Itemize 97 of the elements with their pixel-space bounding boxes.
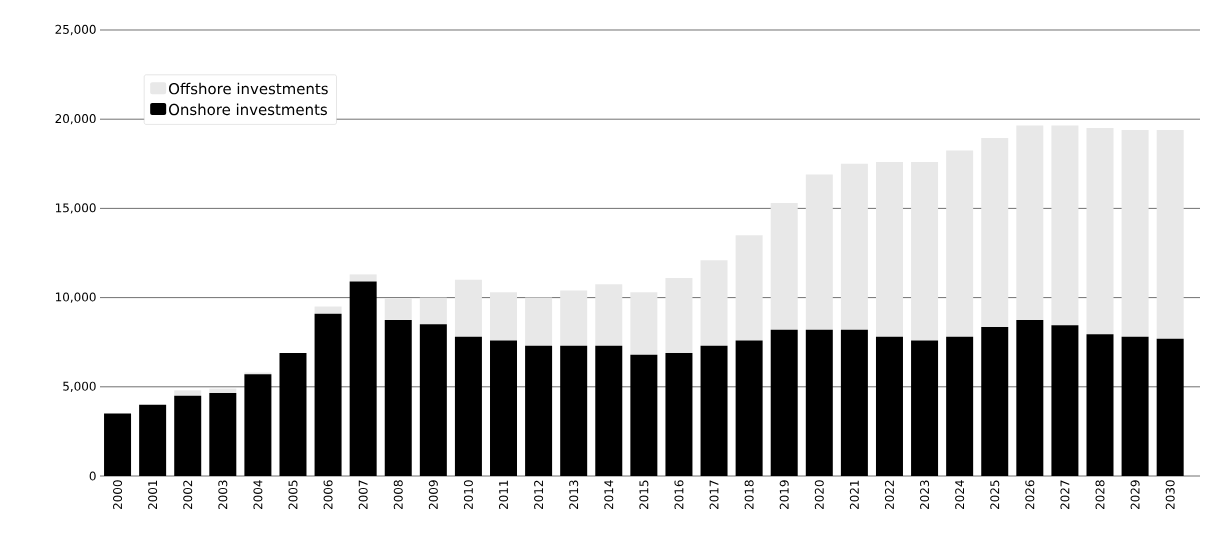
bar [174, 390, 202, 396]
bar [1086, 334, 1114, 476]
y-tick-label: 5,000 [63, 381, 96, 392]
x-tick-label: 2017 [709, 480, 719, 510]
bar [490, 340, 518, 476]
bar [209, 393, 237, 476]
x-tick-label: 2027 [1060, 480, 1070, 510]
bar [1086, 128, 1114, 335]
bar [209, 388, 237, 394]
bar [104, 413, 132, 476]
legend-label: Onshore investments [169, 103, 327, 116]
bar [384, 298, 412, 320]
bar [911, 162, 939, 341]
bar [595, 284, 623, 346]
x-tick-label: 2001 [148, 480, 158, 510]
bar [946, 336, 974, 476]
legend-label: Offshore investments [169, 82, 328, 95]
bar [560, 345, 588, 476]
bar [875, 162, 903, 337]
bar [419, 324, 447, 476]
bar [735, 340, 763, 476]
y-tick-label: 10,000 [55, 292, 96, 303]
x-tick-label: 2019 [779, 480, 789, 510]
bar [630, 292, 658, 355]
bar [174, 395, 202, 476]
bar [1156, 338, 1184, 476]
bar [525, 297, 553, 346]
x-tick-label: 2023 [920, 480, 930, 510]
bar [911, 340, 939, 476]
bar [630, 354, 658, 476]
bar [525, 345, 553, 476]
y-tick-label: 25,000 [55, 24, 96, 36]
x-tick-label: 2003 [218, 480, 228, 510]
x-tick-label: 2006 [323, 480, 333, 510]
bar [665, 277, 693, 353]
bar [419, 297, 447, 325]
bar [840, 163, 868, 330]
bar [946, 150, 974, 337]
bar [1121, 129, 1149, 337]
x-tick-label: 2008 [393, 480, 403, 510]
x-tick-label: 2000 [113, 480, 123, 510]
bar [244, 374, 272, 476]
x-tick-label: 2026 [1025, 480, 1035, 510]
bar [665, 352, 693, 476]
x-tick-label: 2022 [884, 480, 894, 510]
bar [560, 290, 588, 346]
bar [454, 336, 482, 476]
bar [314, 306, 342, 314]
bar [875, 336, 903, 476]
x-tick-label: 2009 [428, 480, 438, 510]
bar [384, 319, 412, 476]
x-tick-label: 2028 [1095, 480, 1105, 510]
x-tick-label: 2030 [1165, 480, 1175, 510]
bar [1051, 325, 1079, 476]
bar [700, 260, 728, 346]
bar [1016, 319, 1044, 476]
bar [314, 313, 342, 476]
x-tick-label: 2018 [744, 480, 754, 510]
bar [981, 137, 1009, 328]
bar [981, 327, 1009, 476]
bar [1051, 125, 1079, 326]
bar [490, 292, 518, 341]
bar [349, 281, 377, 476]
x-tick-label: 2020 [814, 480, 824, 510]
x-tick-label: 2007 [358, 480, 368, 510]
bar [770, 329, 798, 476]
bar [279, 352, 307, 476]
x-tick-label: 2025 [990, 480, 1000, 510]
bar [1016, 125, 1044, 320]
x-tick-label: 2015 [639, 480, 649, 510]
bar [840, 329, 868, 476]
x-tick-label: 2010 [463, 480, 473, 510]
x-tick-label: 2002 [183, 480, 193, 510]
bar [1121, 336, 1149, 476]
bar [700, 345, 728, 476]
bar [735, 235, 763, 341]
y-tick-label: 0 [89, 471, 96, 481]
bar [805, 329, 833, 476]
x-tick-label: 2014 [604, 480, 614, 510]
x-tick-label: 2011 [498, 480, 509, 510]
x-tick-label: 2004 [253, 480, 263, 510]
x-tick-label: 2012 [534, 480, 544, 510]
bar [139, 404, 167, 476]
y-tick-label: 15,000 [55, 203, 96, 214]
x-tick-label: 2016 [674, 480, 684, 510]
bar [805, 174, 833, 330]
bar [595, 345, 623, 476]
x-tick-label: 2024 [955, 480, 965, 510]
x-tick-label: 2029 [1130, 480, 1140, 510]
x-tick-label: 2013 [569, 480, 579, 510]
x-tick-label: 2021 [849, 480, 859, 510]
y-tick-label: 20,000 [55, 114, 96, 125]
bar [770, 203, 798, 330]
bar [454, 279, 482, 337]
bar [1156, 129, 1184, 339]
bar [349, 274, 377, 282]
x-tick-label: 2005 [288, 480, 298, 510]
